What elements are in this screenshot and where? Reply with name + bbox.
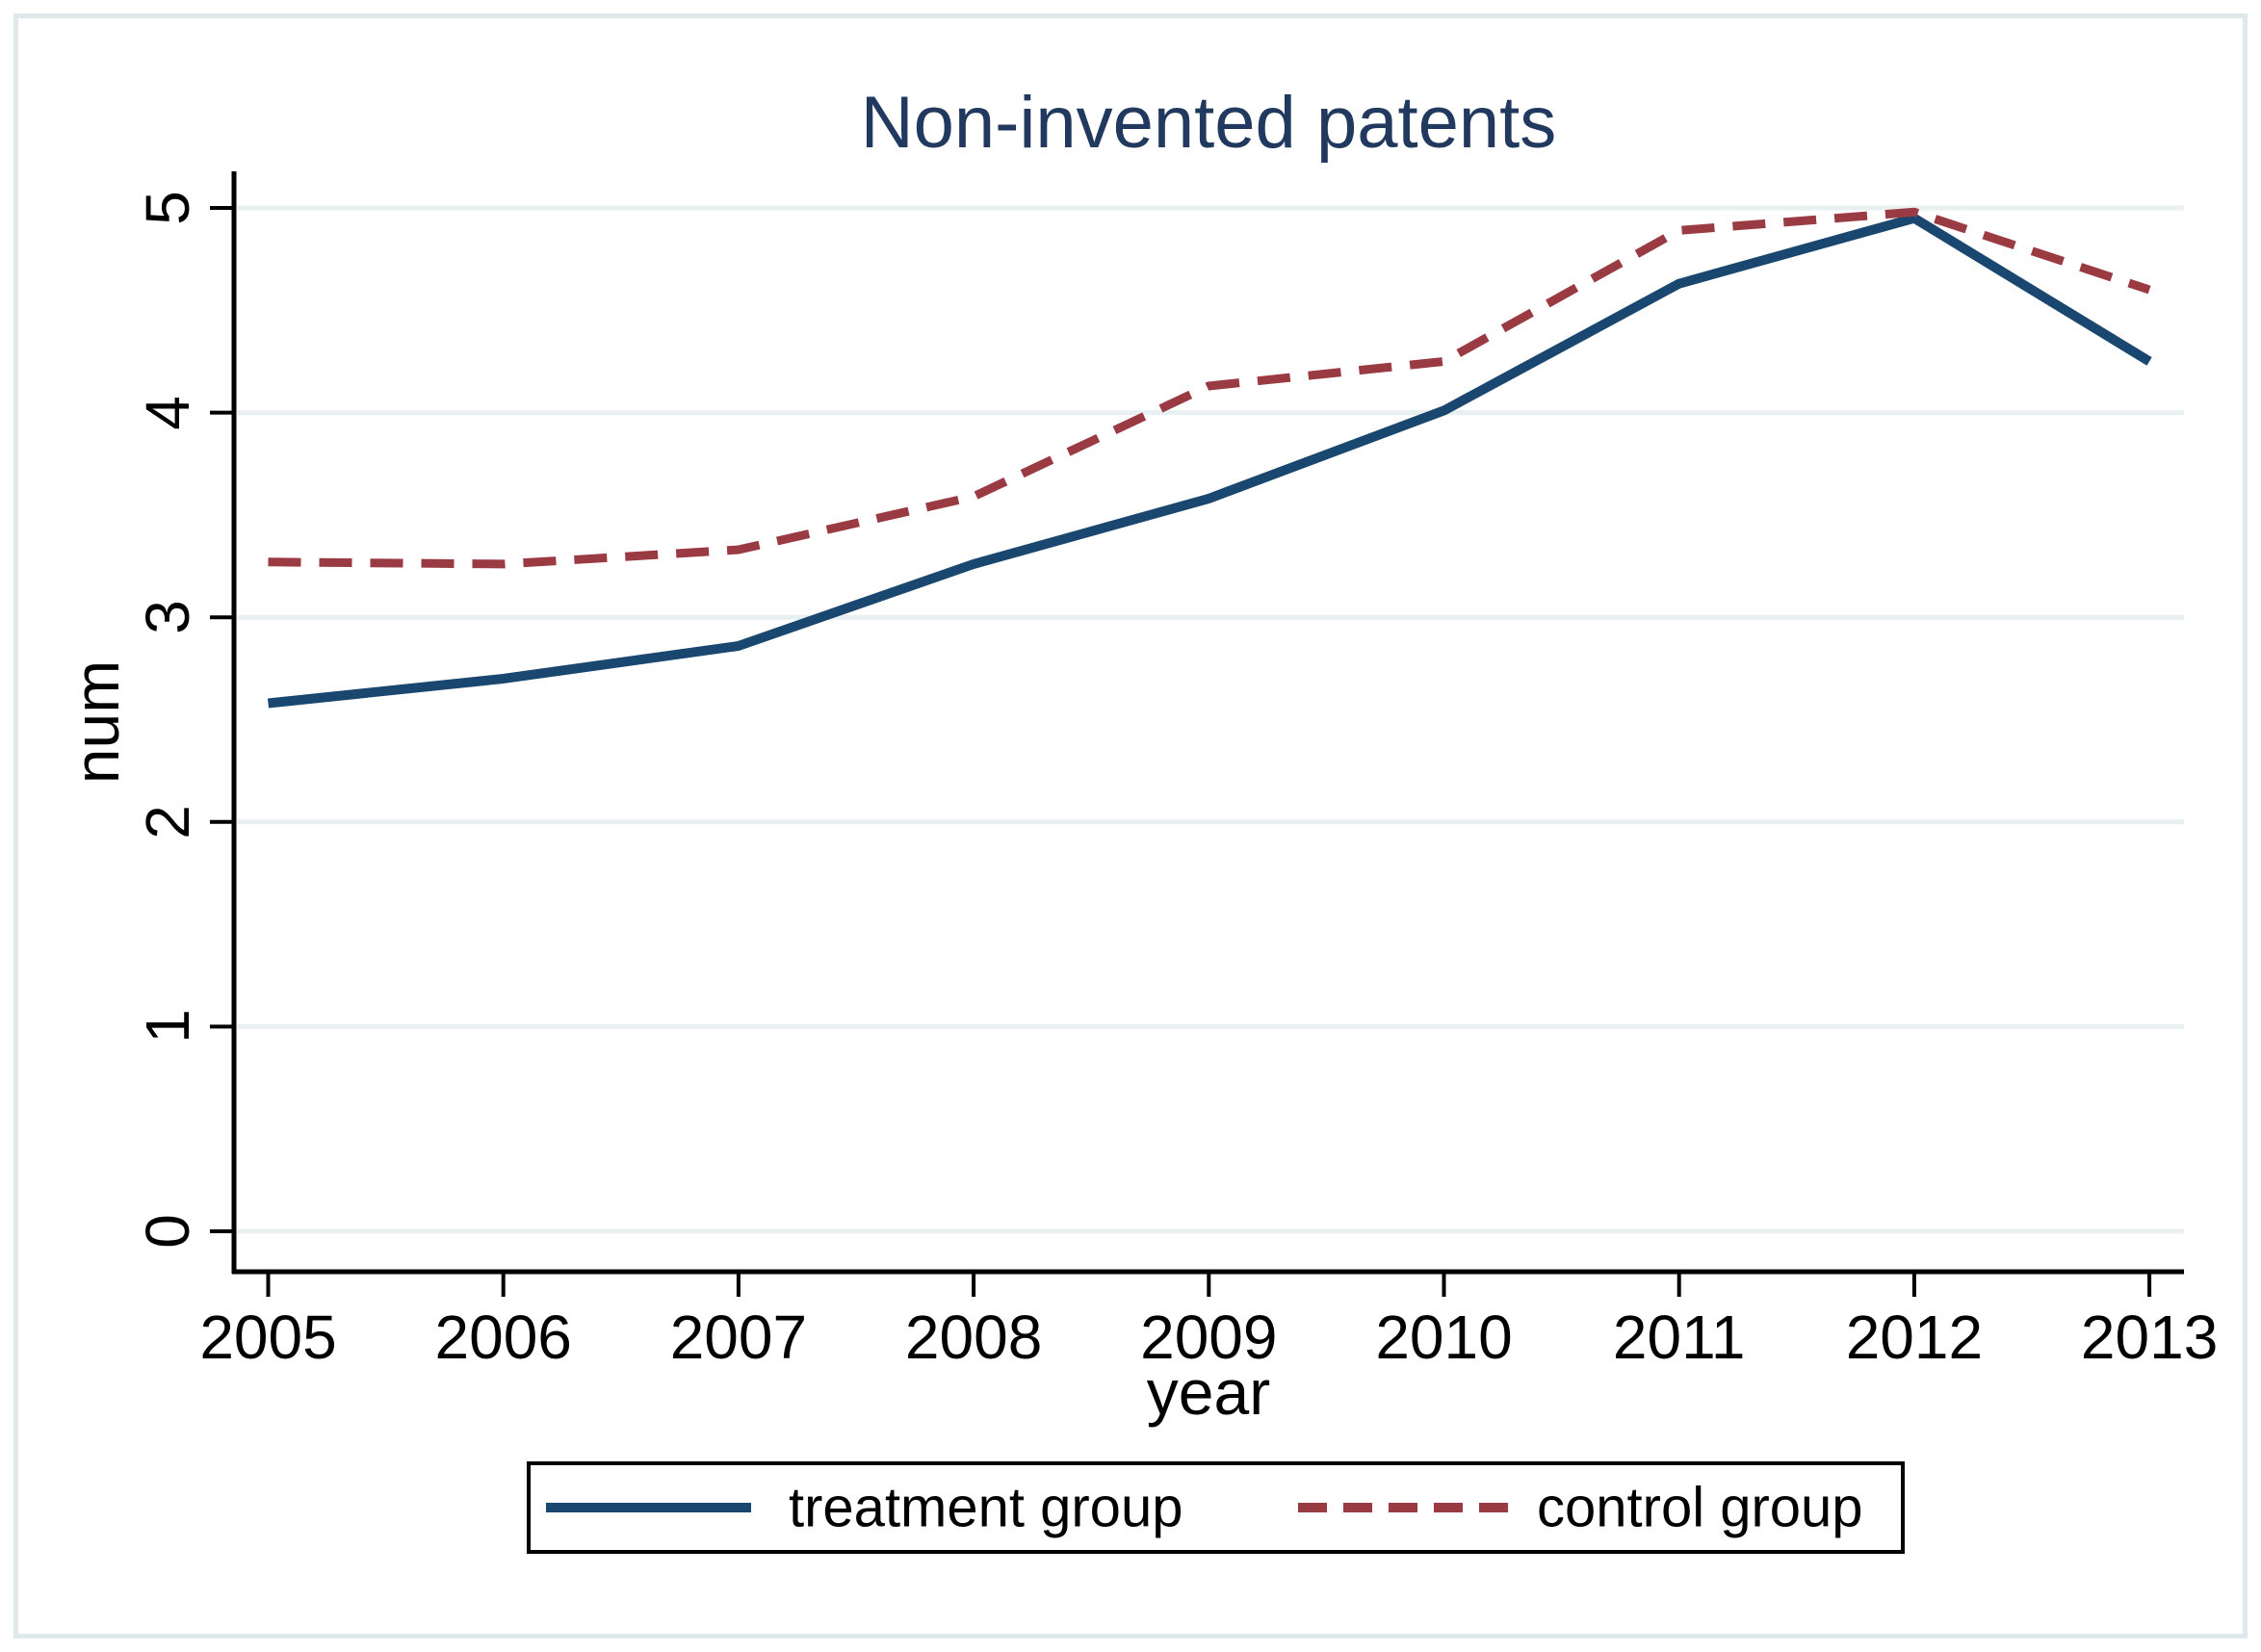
x-tick-label-2010: 2010 bbox=[1375, 1303, 1513, 1372]
y-axis-title: num bbox=[61, 659, 132, 785]
y-tick-label-5: 5 bbox=[133, 191, 202, 225]
x-tick-label-2008: 2008 bbox=[904, 1303, 1043, 1372]
y-tick-label-3: 3 bbox=[133, 600, 202, 634]
x-tick-label-2009: 2009 bbox=[1140, 1303, 1278, 1372]
legend-label-control: control group bbox=[1537, 1476, 1863, 1539]
y-tick-label-4: 4 bbox=[133, 395, 202, 430]
x-tick-label-2011: 2011 bbox=[1612, 1303, 1746, 1372]
legend-label-treatment: treatment group bbox=[789, 1476, 1183, 1539]
y-tick-label-2: 2 bbox=[133, 805, 202, 839]
legend-treatment-line-sample bbox=[546, 1503, 751, 1512]
y-tick-label-1: 1 bbox=[133, 1009, 202, 1045]
legend-control-line-sample bbox=[1298, 1503, 1508, 1512]
x-tick-label-2013: 2013 bbox=[2080, 1303, 2219, 1372]
x-tick-label-2005: 2005 bbox=[199, 1303, 337, 1372]
x-tick-label-2006: 2006 bbox=[434, 1303, 572, 1372]
x-tick-label-2012: 2012 bbox=[1845, 1303, 1984, 1372]
x-tick-label-2007: 2007 bbox=[669, 1303, 808, 1372]
y-tick-label-0: 0 bbox=[133, 1214, 202, 1249]
chart-title: Non-invented patents bbox=[860, 82, 1557, 164]
x-axis-title: year bbox=[1146, 1356, 1271, 1428]
legend: treatment group control group bbox=[527, 1461, 1905, 1554]
